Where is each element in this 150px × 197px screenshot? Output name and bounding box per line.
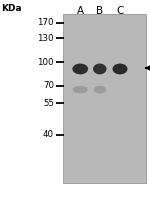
Text: KDa: KDa xyxy=(2,4,22,13)
Text: 40: 40 xyxy=(43,130,54,139)
Text: 55: 55 xyxy=(43,99,54,108)
Ellipse shape xyxy=(93,86,106,93)
Ellipse shape xyxy=(72,63,88,74)
Text: 170: 170 xyxy=(38,18,54,27)
Text: 130: 130 xyxy=(38,34,54,43)
Text: A: A xyxy=(77,6,84,16)
Ellipse shape xyxy=(112,63,128,74)
Text: 70: 70 xyxy=(43,81,54,90)
Ellipse shape xyxy=(73,86,88,93)
Bar xyxy=(63,14,146,183)
Text: 100: 100 xyxy=(38,58,54,67)
Text: B: B xyxy=(96,6,103,16)
Text: C: C xyxy=(116,6,124,16)
Ellipse shape xyxy=(93,63,106,74)
